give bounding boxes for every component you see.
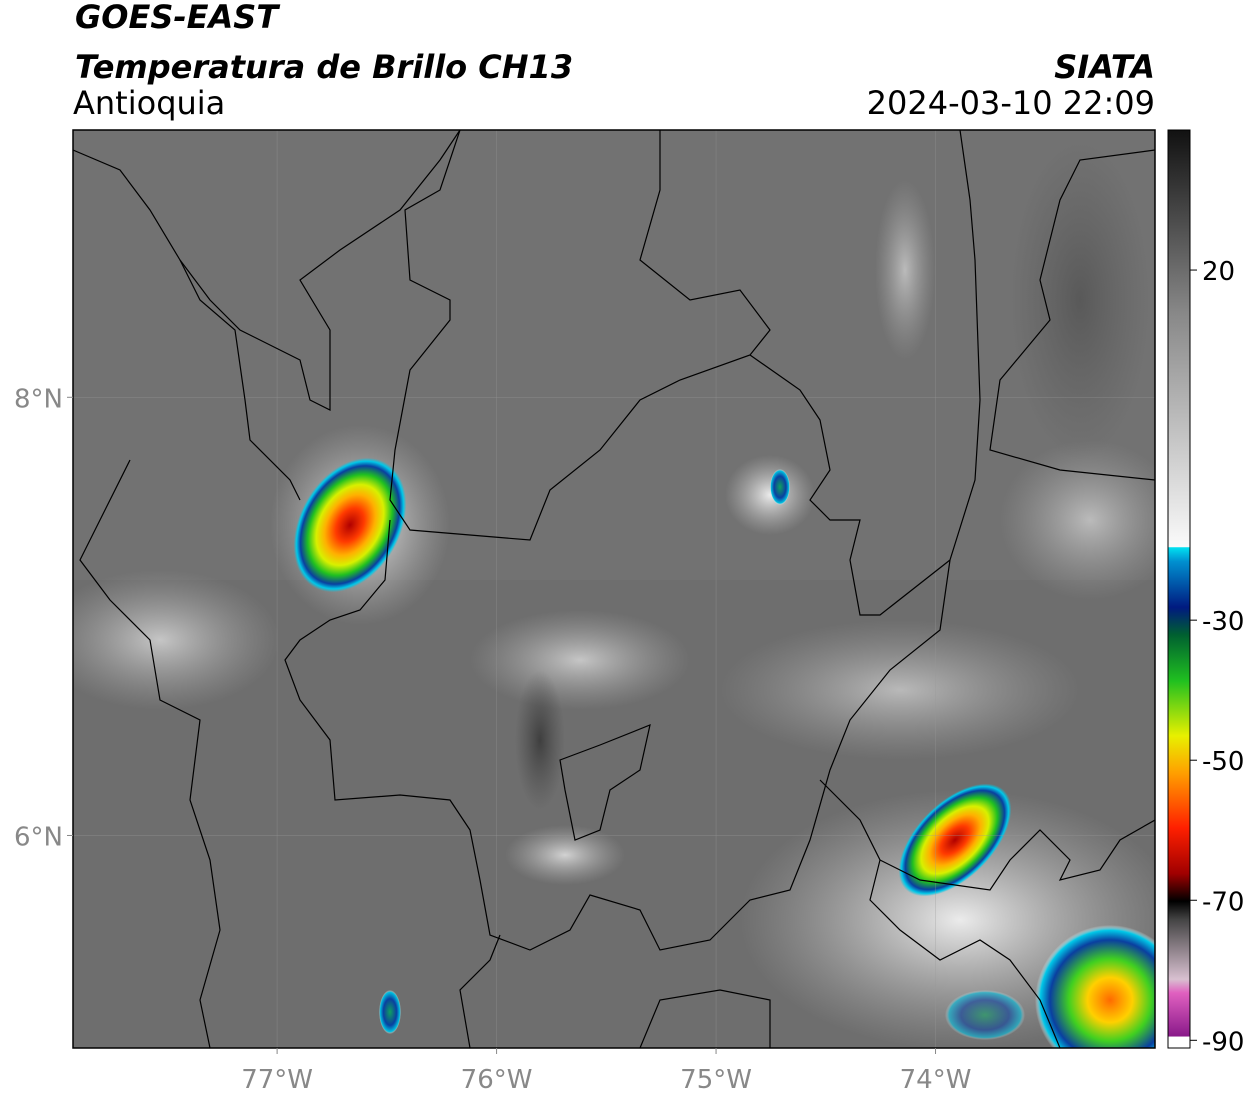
title: GOES-EAST [75, 0, 280, 36]
lon-tick-label: 75°W [680, 1065, 752, 1095]
colorbar-tick-label: 20 [1202, 257, 1235, 287]
storm-cell [898, 783, 1012, 897]
cloud [73, 570, 280, 710]
lat-tick-label: 8°N [14, 384, 63, 414]
department-border [989, 149, 1155, 481]
cloud [725, 455, 815, 535]
department-border [459, 934, 771, 1048]
lon-tick-label: 76°W [461, 1065, 533, 1095]
coastline [179, 130, 461, 411]
map-area [73, 130, 1155, 1048]
storm-cell [1035, 925, 1155, 1048]
lat-tick-label: 6°N [14, 822, 63, 852]
dark-area [1010, 140, 1150, 460]
lon-tick-label: 74°W [900, 1065, 972, 1095]
colorbar-tick-label: -90 [1202, 1027, 1244, 1057]
source: SIATA [1054, 48, 1155, 86]
colorbar-tick-label: -50 [1202, 747, 1244, 777]
lon-tick-label: 77°W [241, 1065, 313, 1095]
department-border [389, 130, 771, 541]
cloud [505, 825, 625, 885]
subtitle: Temperatura de Brillo CH13 [75, 48, 573, 86]
cloud [1000, 440, 1155, 600]
colorbar-tick-label: -30 [1202, 607, 1244, 637]
department-border [284, 130, 981, 951]
department-border [559, 724, 651, 841]
colorbar-tick-label: -70 [1202, 887, 1244, 917]
datetime: 2024-03-10 22:09 [867, 84, 1155, 122]
cloud [470, 610, 690, 710]
storm-cell [293, 457, 407, 593]
cloud [875, 180, 935, 360]
colorbar [1167, 129, 1191, 1049]
map-frame [72, 129, 1156, 1049]
coastline [73, 149, 301, 1048]
storm-cell [379, 990, 401, 1034]
storm-cell [945, 990, 1025, 1040]
graticule [73, 130, 1155, 1048]
cloud [720, 620, 1080, 760]
department-border [749, 354, 951, 616]
department-border [819, 779, 1155, 1048]
dark-area [515, 670, 565, 810]
map-shade [73, 130, 1155, 580]
storm-cell [770, 469, 790, 505]
region: Antioquia [73, 84, 225, 122]
